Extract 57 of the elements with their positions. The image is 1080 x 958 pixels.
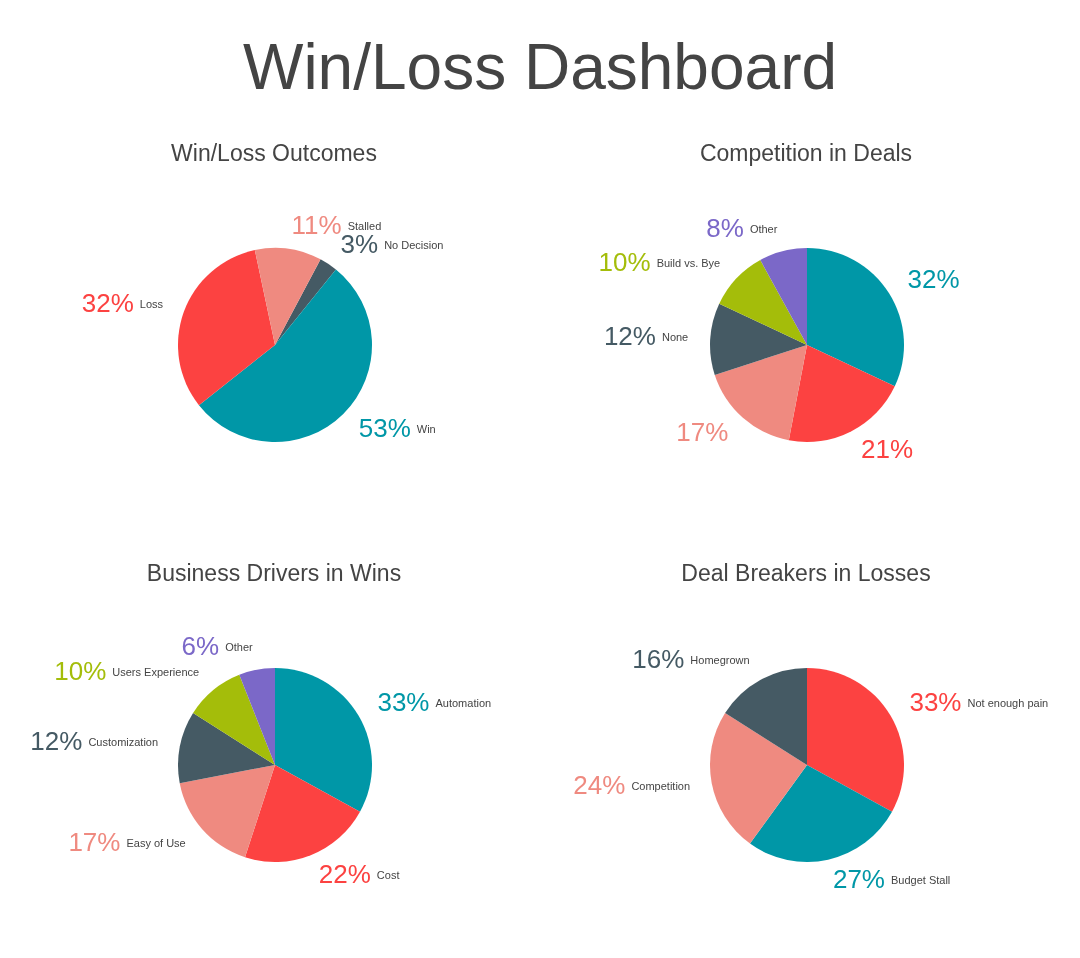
pie-slice [254, 248, 321, 345]
data-label: 33% [909, 687, 962, 718]
pie-slice [807, 248, 904, 387]
slice-label: Budget Stall [891, 874, 951, 887]
slice-label: No Decision [384, 238, 444, 251]
data-label: 11% [291, 210, 342, 241]
slice-label: Cost [376, 868, 400, 881]
pie-slice [719, 260, 807, 345]
data-label: 53% [358, 412, 411, 443]
slice-label: Other [225, 641, 254, 654]
pie-slice [178, 250, 275, 406]
data-label: 33% [377, 687, 430, 718]
slice-label: Automation [435, 697, 492, 710]
data-label: 17% [68, 826, 121, 857]
pie-slice [245, 765, 360, 862]
slice-label: Build vs. Bye [656, 256, 721, 269]
slice-label: Loss [139, 297, 164, 310]
data-label: 6% [181, 630, 220, 661]
pie-slice [749, 765, 892, 862]
slice-label: Stalled [347, 220, 382, 233]
pie-slice [788, 345, 895, 442]
text: Win/Loss Dashboard [241, 30, 839, 105]
pie-slice [710, 713, 807, 844]
pie-slice [275, 668, 372, 812]
chart-title: Win/Loss Outcomes [170, 140, 378, 168]
data-label: 12% [603, 320, 656, 351]
slice-label: Win [416, 422, 436, 435]
data-label: 10% [54, 656, 107, 687]
slice-label: Easy of Use [126, 836, 186, 849]
data-label: 32% [81, 287, 134, 318]
chart-title: Competition in Deals [698, 140, 914, 168]
pie-slice [178, 713, 275, 784]
slice-label: Homegrown [690, 653, 750, 666]
slice-label: None [661, 330, 689, 343]
slice-label: Other [749, 222, 778, 235]
pie-slice [760, 248, 807, 345]
data-label: 17% [676, 417, 729, 448]
slice-label: Customization [88, 735, 159, 748]
pie-slice [239, 668, 275, 765]
pie-slice [807, 668, 904, 812]
data-label: 10% [598, 246, 651, 277]
data-label: 27% [832, 864, 886, 895]
data-label: 21% [861, 433, 914, 464]
data-label: 8% [706, 212, 744, 243]
data-label: 12% [30, 725, 83, 756]
data-label: 16% [632, 643, 685, 674]
chart-title: Deal Breakers in Losses [680, 560, 932, 588]
slice-label: Not enough pain [967, 697, 1049, 710]
pie-slice [725, 668, 807, 765]
chart-title: Business Drivers in Wins [145, 560, 403, 588]
slice-label: Competition [631, 780, 691, 793]
data-label: 32% [907, 264, 960, 295]
data-label: 22% [318, 858, 371, 889]
pie-slice [275, 259, 336, 345]
pie-slice [710, 303, 807, 375]
data-label: 24% [573, 770, 626, 801]
slice-label: Users Experience [112, 666, 200, 679]
